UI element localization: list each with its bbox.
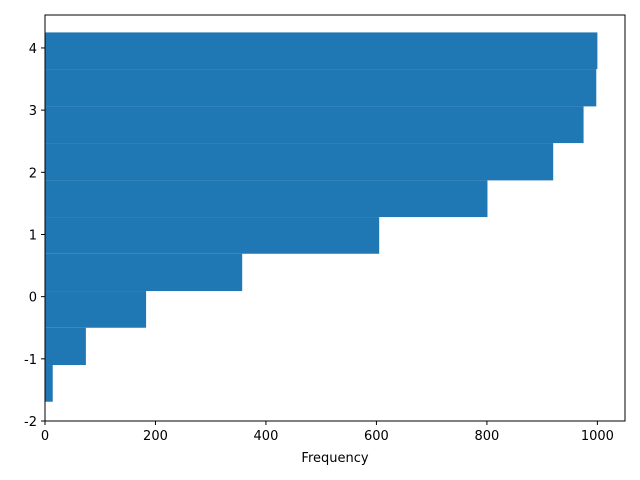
y-tick-label: 4 — [29, 42, 37, 57]
y-tick-label: 1 — [29, 228, 37, 243]
bar — [45, 365, 53, 402]
x-tick-label: 1000 — [581, 429, 614, 444]
y-tick-label: 3 — [29, 104, 37, 119]
y-tick-label: 0 — [29, 291, 37, 306]
bar — [45, 106, 584, 144]
bar — [45, 69, 597, 107]
bar — [45, 143, 554, 181]
x-axis-label: Frequency — [301, 451, 368, 466]
y-tick-label: -1 — [24, 353, 37, 368]
x-tick-label: 0 — [41, 429, 49, 444]
bar — [45, 327, 86, 366]
x-tick-label: 800 — [474, 429, 499, 444]
bar — [45, 253, 243, 292]
y-tick-label: -2 — [24, 415, 37, 430]
bar — [45, 180, 488, 218]
bar — [45, 291, 147, 328]
x-tick-label: 600 — [364, 429, 389, 444]
x-tick-label: 200 — [143, 429, 168, 444]
bar — [45, 217, 380, 254]
x-tick-label: 400 — [254, 429, 279, 444]
axes-frame — [44, 14, 626, 422]
bar — [45, 32, 598, 70]
y-tick-label: 2 — [29, 166, 37, 181]
